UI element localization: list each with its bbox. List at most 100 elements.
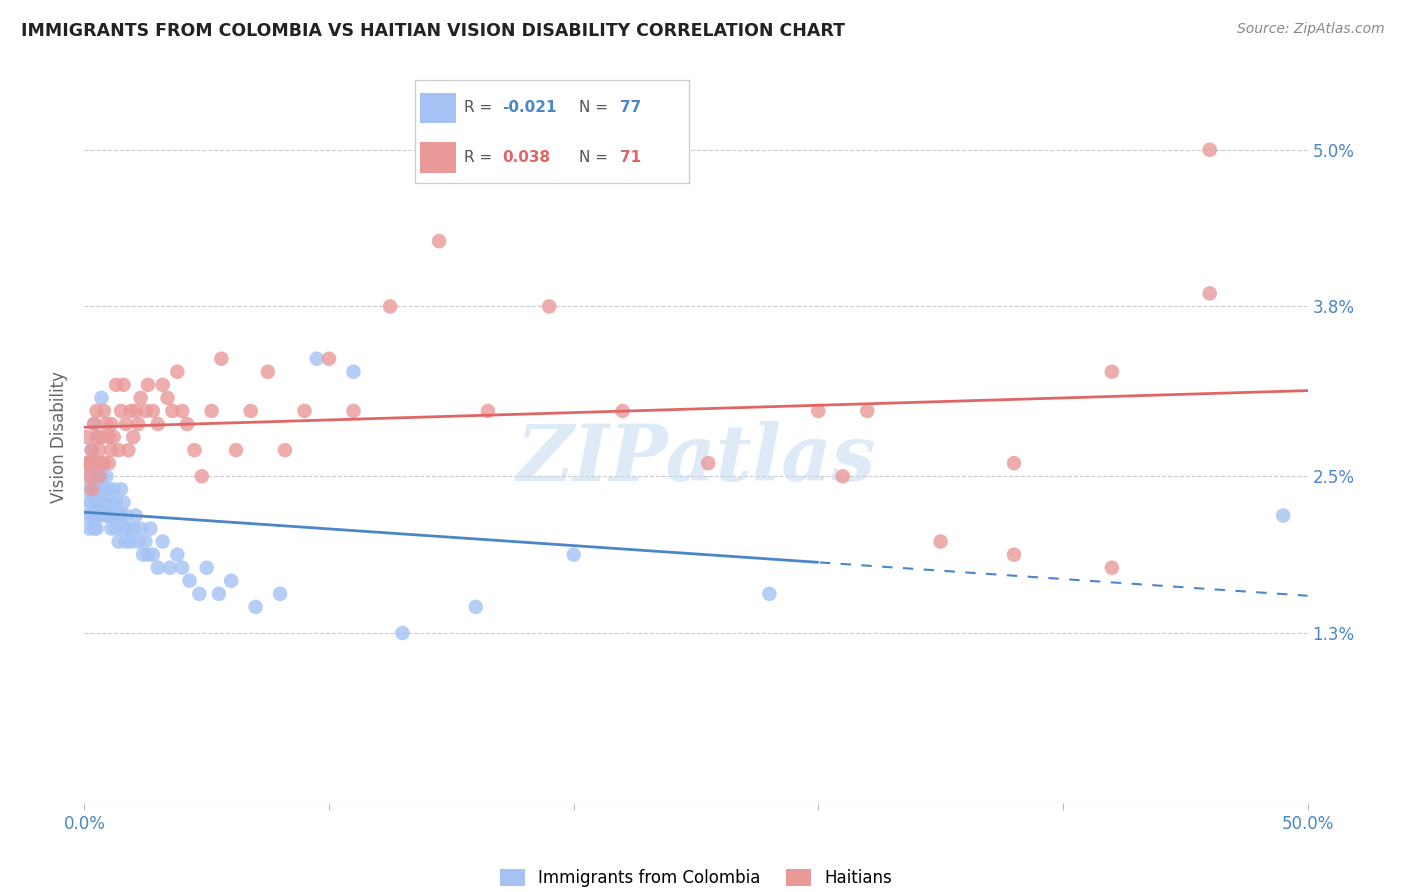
Point [129,391,152,405]
Point [107,443,129,458]
Point [142,404,165,418]
Point [105,377,128,392]
Text: 77: 77 [620,101,641,115]
Point [77,469,100,483]
Point [77,456,100,470]
Text: N =: N = [579,150,613,165]
Point [807,404,830,418]
Point [142,548,165,562]
Point [103,430,125,444]
Point [86,508,108,523]
Point [176,417,198,431]
Point [166,365,188,379]
Point [146,417,169,431]
Point [257,365,280,379]
Legend: Immigrants from Colombia, Haitians: Immigrants from Colombia, Haitians [494,863,898,892]
Point [152,377,174,392]
Point [110,483,132,497]
Point [477,404,499,418]
Point [107,508,129,523]
Point [97,456,120,470]
Point [76,508,98,523]
Point [132,548,155,562]
Point [195,560,218,574]
Point [86,521,108,535]
Text: ZIPatlas: ZIPatlas [516,421,876,497]
Point [172,404,194,418]
Point [87,469,110,483]
Point [90,430,112,444]
Point [305,351,328,366]
Point [77,495,100,509]
Point [135,534,157,549]
Text: -0.021: -0.021 [502,101,557,115]
Point [112,521,135,535]
Point [103,483,125,497]
Point [129,521,152,535]
Point [112,495,135,509]
Point [427,234,450,248]
Point [97,508,120,523]
Point [136,548,159,562]
Point [80,443,103,458]
Point [93,495,115,509]
Point [245,599,267,614]
Point [77,469,100,483]
Bar [420,93,456,123]
Point [538,300,561,314]
Point [90,391,112,405]
Point [90,469,112,483]
Point [83,417,105,431]
Point [100,495,122,509]
Point [856,404,879,418]
Point [83,456,105,470]
Point [758,587,780,601]
Point [127,417,149,431]
Point [342,365,364,379]
Point [97,430,120,444]
Point [80,508,103,523]
Point [391,626,413,640]
Point [96,508,118,523]
Point [1198,143,1220,157]
Point [200,404,222,418]
Point [96,469,118,483]
Point [208,587,231,601]
Text: N =: N = [579,101,613,115]
Point [86,404,108,418]
Point [172,560,194,574]
Point [97,508,120,523]
Point [562,548,585,562]
Point [135,404,157,418]
Point [1101,560,1123,574]
Point [146,560,169,574]
Point [209,351,232,366]
Point [120,404,142,418]
Point [159,560,181,574]
Point [115,534,138,549]
Point [107,534,129,549]
Point [179,574,201,588]
Point [87,508,110,523]
Text: Source: ZipAtlas.com: Source: ZipAtlas.com [1237,22,1385,37]
Point [115,508,138,523]
Point [342,404,364,418]
Point [139,521,162,535]
Text: 0.038: 0.038 [502,150,551,165]
Point [105,495,128,509]
Point [120,534,142,549]
Point [239,404,262,418]
Point [100,521,122,535]
Point [115,417,138,431]
Text: R =: R = [464,101,498,115]
Point [269,587,291,601]
Point [93,483,115,497]
Point [127,534,149,549]
Point [93,508,115,523]
Point [80,443,103,458]
Point [80,495,103,509]
Point [1101,365,1123,379]
Point [83,508,105,523]
Point [1198,286,1220,301]
Point [191,469,214,483]
